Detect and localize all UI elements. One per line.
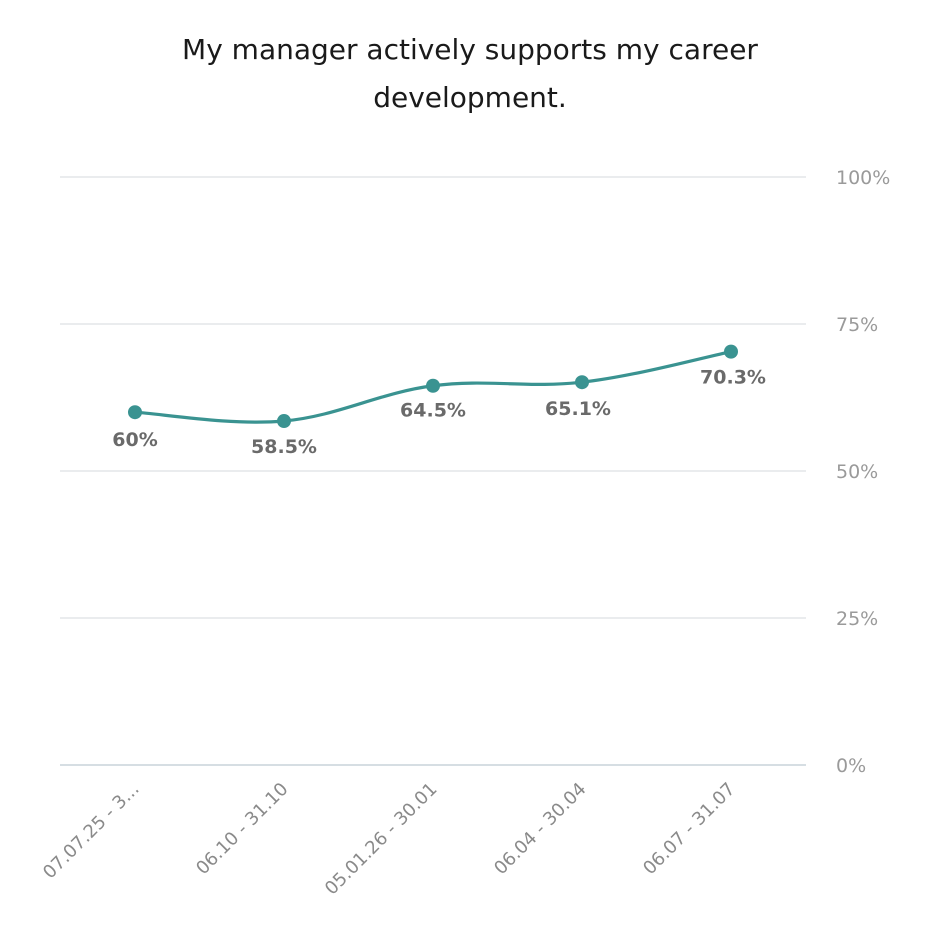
data-point — [575, 375, 589, 390]
y-tick-label: 50% — [836, 461, 878, 483]
data-point — [426, 378, 440, 393]
x-tick-label: 06.07 - 31.07 — [639, 779, 739, 879]
data-points — [128, 344, 738, 429]
data-label: 70.3% — [700, 367, 766, 389]
data-label: 65.1% — [545, 398, 611, 420]
y-tick-label: 100% — [836, 167, 890, 189]
y-tick-label: 75% — [836, 314, 878, 336]
data-point — [277, 414, 291, 429]
data-label: 64.5% — [400, 400, 466, 422]
y-tick-label: 25% — [836, 608, 878, 630]
chart-title: My manager actively supports my career d… — [0, 26, 940, 122]
data-label: 58.5% — [251, 436, 317, 458]
grid-lines — [60, 176, 806, 766]
x-tick-label: 06.04 - 30.04 — [490, 779, 590, 879]
chart-title-line-2: development. — [373, 81, 567, 114]
y-axis-ticks: 100% 75% 50% 25% 0% — [836, 167, 890, 777]
data-point — [724, 344, 738, 359]
x-tick-label: 05.01.26 - 30.01 — [321, 779, 442, 900]
x-tick-label: 06.10 - 31.10 — [192, 779, 292, 879]
x-axis-ticks: 07.07.25 - 3... 06.10 - 31.10 05.01.26 - 3… — [39, 779, 739, 900]
chart-title-line-1: My manager actively supports my career — [182, 33, 758, 66]
data-labels: 60% 58.5% 64.5% 65.1% 70.3% — [112, 367, 766, 458]
data-label: 60% — [112, 429, 157, 451]
data-point — [128, 405, 142, 420]
x-tick-label: 07.07.25 - 3... — [39, 779, 143, 883]
y-tick-label: 0% — [836, 755, 866, 777]
